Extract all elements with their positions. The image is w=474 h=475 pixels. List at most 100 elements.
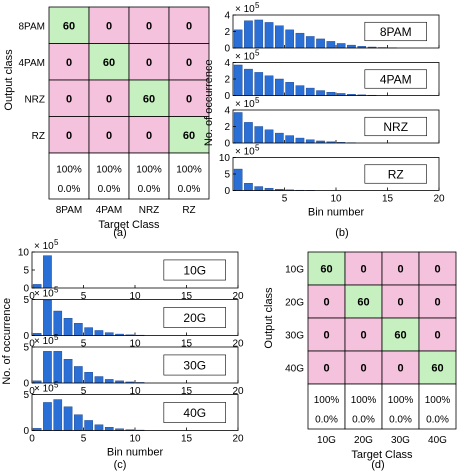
histogram-bar bbox=[326, 41, 336, 49]
y-tick-label: 0 bbox=[23, 379, 29, 390]
y-tick-label: 5 bbox=[224, 170, 230, 181]
histogram-bar bbox=[275, 78, 284, 96]
series-label-box bbox=[163, 259, 226, 281]
column-label: 30G bbox=[391, 435, 410, 446]
panel-label-a: (a) bbox=[113, 227, 126, 239]
matrix-cell-value: 60 bbox=[183, 130, 195, 142]
histogram-bar bbox=[94, 376, 104, 384]
y-tick-label: 0 bbox=[23, 426, 29, 437]
y-tick-label: 0 bbox=[23, 284, 29, 295]
histogram-bar bbox=[43, 351, 52, 384]
matrix-cell-value: 0 bbox=[66, 57, 72, 69]
series-label: 40G bbox=[183, 406, 206, 420]
series-label-box bbox=[364, 21, 427, 42]
summary-cell bbox=[168, 152, 210, 200]
x-tick-label: 15 bbox=[181, 291, 193, 302]
x-tick-label: 20 bbox=[433, 194, 445, 205]
matrix-cell bbox=[418, 284, 457, 319]
histogram-bar bbox=[63, 359, 73, 384]
summary-correct: 100% bbox=[96, 164, 122, 175]
histogram-bar bbox=[233, 64, 243, 96]
histogram-bar bbox=[84, 420, 93, 431]
y-tick-label: 5 bbox=[23, 343, 29, 354]
series-label-box bbox=[364, 69, 427, 89]
summary-error: 0.0% bbox=[426, 414, 449, 425]
matrix-cell-value: 60 bbox=[431, 363, 443, 375]
summary-error: 0.0% bbox=[58, 184, 81, 195]
matrix-cell bbox=[168, 6, 210, 44]
histogram-bar bbox=[244, 122, 253, 144]
y-tick-label: 5 bbox=[23, 266, 29, 277]
matrix-cell-value: 0 bbox=[146, 130, 152, 142]
histogram-bar bbox=[94, 424, 104, 431]
y-tick-label: 2 bbox=[224, 75, 230, 86]
x-tick-label: 20 bbox=[232, 339, 244, 350]
histogram-bar bbox=[74, 323, 83, 336]
x-axis-title: Bin number bbox=[308, 207, 365, 219]
row-label: 8PAM bbox=[19, 21, 46, 32]
y-axis-title: Output class bbox=[3, 49, 15, 111]
summary-cell bbox=[88, 152, 130, 200]
row-label: 4PAM bbox=[19, 58, 46, 69]
histogram-bar bbox=[254, 126, 264, 144]
row-label: 20G bbox=[285, 298, 304, 309]
row-label: NRZ bbox=[24, 94, 45, 105]
summary-cell bbox=[307, 383, 346, 430]
summary-correct: 100% bbox=[176, 164, 202, 175]
matrix-cell-value: 0 bbox=[106, 130, 112, 142]
histogram-bar bbox=[254, 72, 264, 96]
matrix-cell-value: 0 bbox=[106, 93, 112, 105]
histogram-bar bbox=[84, 327, 93, 336]
y-tick-label: 4 bbox=[224, 11, 230, 22]
column-label: 10G bbox=[317, 435, 336, 446]
x-tick-label: 0 bbox=[29, 386, 35, 397]
matrix-cell-value: 0 bbox=[360, 363, 366, 375]
histogram-bar bbox=[316, 90, 325, 96]
series-label-box bbox=[364, 116, 427, 137]
matrix-cell bbox=[344, 284, 383, 319]
y-tick-label: 2 bbox=[224, 27, 230, 38]
summary-cell bbox=[128, 152, 170, 200]
scale-exponent: 5 bbox=[54, 286, 59, 295]
scale-note: × 10 bbox=[235, 99, 255, 110]
histogram-bar bbox=[264, 75, 274, 96]
summary-error: 0.0% bbox=[389, 414, 412, 425]
histogram-bar bbox=[336, 43, 346, 49]
y-tick-label: 0 bbox=[224, 139, 230, 150]
series-label-box bbox=[163, 402, 226, 423]
histogram-bar bbox=[53, 399, 63, 431]
y-tick-label: 0 bbox=[23, 331, 29, 342]
x-axis-title: Target Class bbox=[98, 219, 160, 231]
summary-correct: 100% bbox=[388, 395, 414, 406]
x-tick-label: 10 bbox=[129, 386, 141, 397]
summary-correct: 100% bbox=[314, 395, 340, 406]
histogram-bar bbox=[244, 68, 253, 96]
y-tick-label: 4 bbox=[224, 106, 230, 117]
histogram-bar bbox=[32, 284, 42, 289]
y-axis-title: Output class bbox=[263, 287, 275, 349]
x-tick-label: 15 bbox=[181, 386, 193, 397]
matrix-cell-value: 0 bbox=[434, 330, 440, 342]
matrix-cell-value: 0 bbox=[66, 93, 72, 105]
matrix-cell-value: 0 bbox=[397, 264, 403, 276]
histogram-bar bbox=[264, 129, 274, 144]
histogram-bar bbox=[244, 183, 253, 191]
matrix-cell-value: 0 bbox=[146, 57, 152, 69]
histogram-bar bbox=[326, 91, 336, 96]
x-tick-label: 15 bbox=[382, 194, 394, 205]
matrix-cell bbox=[344, 317, 383, 352]
matrix-cell bbox=[48, 6, 90, 44]
x-tick-label: 10 bbox=[129, 291, 141, 302]
matrix-cell-value: 0 bbox=[323, 297, 329, 309]
x-tick-label: 10 bbox=[129, 434, 141, 445]
matrix-cell-value: 0 bbox=[434, 297, 440, 309]
histogram-bar bbox=[316, 38, 325, 49]
matrix-cell-value: 60 bbox=[394, 330, 406, 342]
matrix-cell-value: 0 bbox=[360, 330, 366, 342]
series-label-box bbox=[163, 354, 226, 376]
scale-note: × 10 bbox=[34, 241, 54, 252]
matrix-cell bbox=[48, 79, 90, 117]
histogram-bar bbox=[43, 402, 52, 431]
y-axis-title: No. of occurrence bbox=[1, 298, 13, 385]
histogram-bar bbox=[43, 300, 52, 336]
